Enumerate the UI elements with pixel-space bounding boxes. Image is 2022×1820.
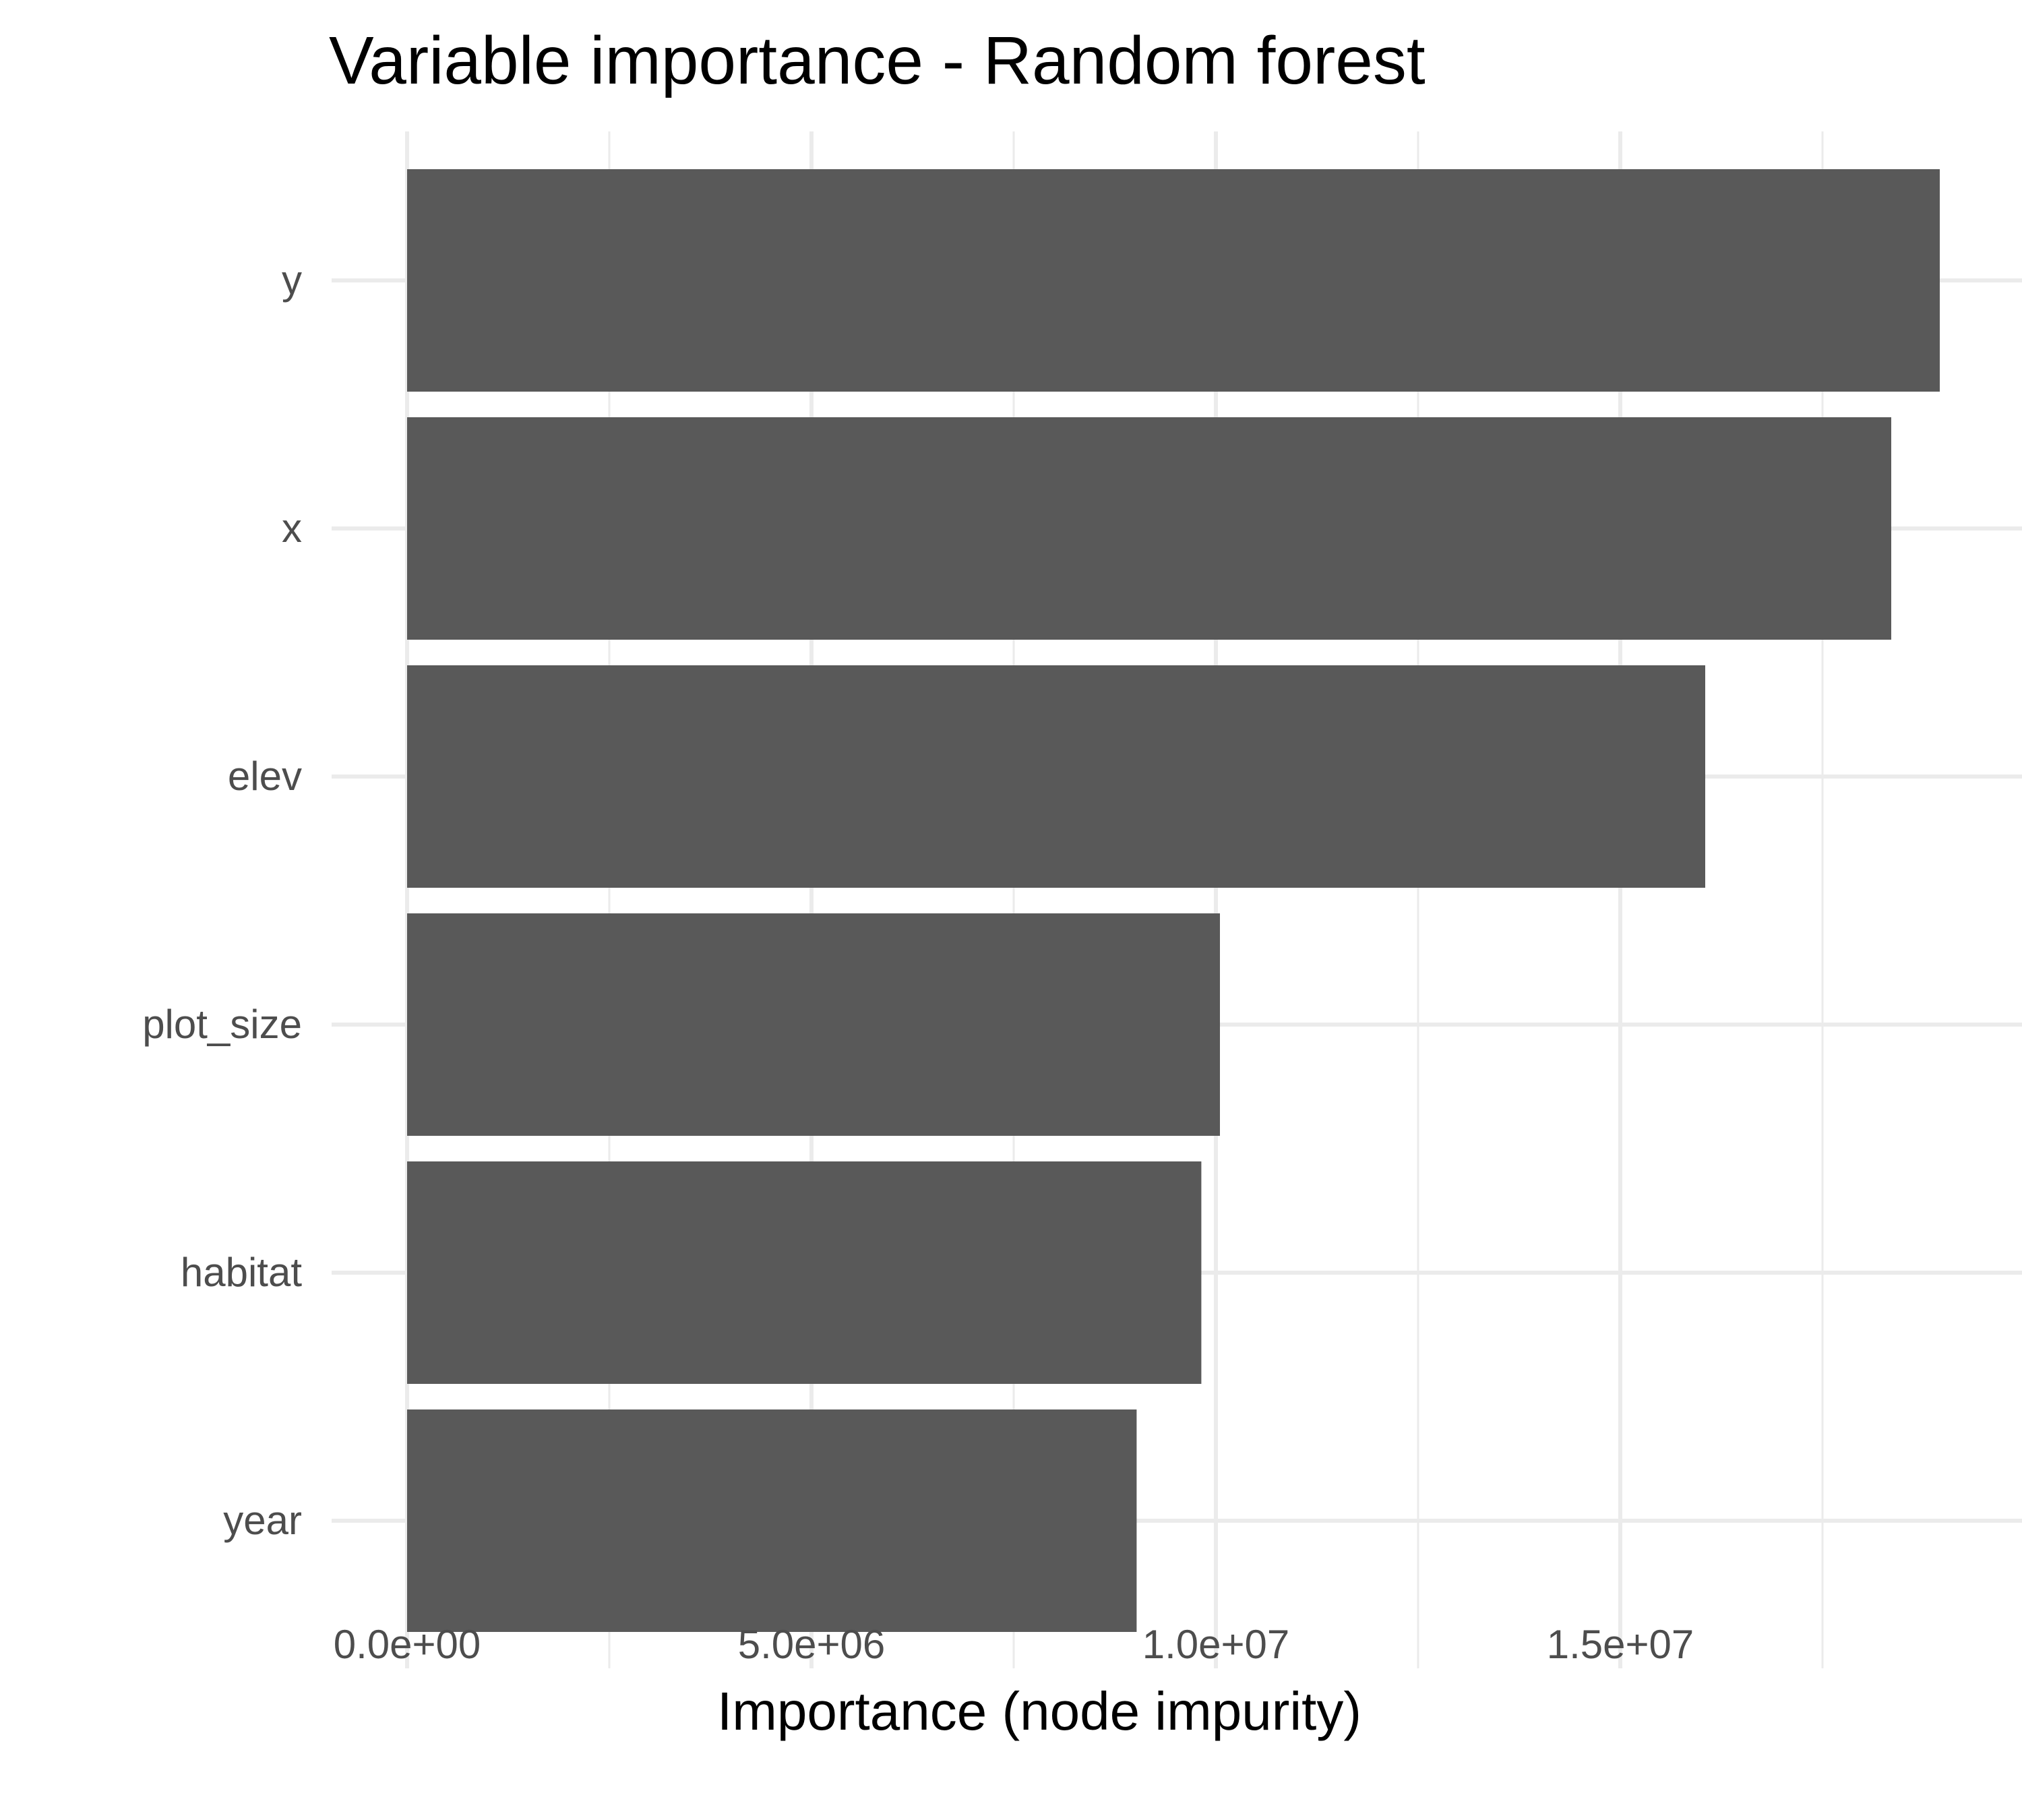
x-tick-label: 1.5e+07 xyxy=(1547,1622,1694,1667)
bar-year xyxy=(407,1409,1137,1632)
chart-title: Variable importance - Random forest xyxy=(329,23,1426,98)
y-tick-label: x xyxy=(282,506,302,551)
y-tick-label: plot_size xyxy=(142,1002,302,1047)
x-axis-title: Importance (node impurity) xyxy=(717,1681,1361,1741)
x-tick-label: 0.0e+00 xyxy=(334,1622,481,1667)
y-tick-label: habitat xyxy=(181,1250,302,1295)
bar-elev xyxy=(407,665,1705,888)
bar-x xyxy=(407,417,1891,640)
x-tick-label: 5.0e+06 xyxy=(738,1622,886,1667)
bar-habitat xyxy=(407,1161,1202,1384)
bar-y xyxy=(407,169,1940,392)
y-tick-label: y xyxy=(282,257,302,303)
bars xyxy=(407,169,1940,1632)
x-tick-labels: 0.0e+00 5.0e+06 1.0e+07 1.5e+07 xyxy=(334,1622,1694,1667)
y-tick-label: elev xyxy=(228,754,302,799)
y-tick-label: year xyxy=(223,1498,302,1543)
bar-plot-size xyxy=(407,913,1220,1136)
x-tick-label: 1.0e+07 xyxy=(1142,1622,1290,1667)
